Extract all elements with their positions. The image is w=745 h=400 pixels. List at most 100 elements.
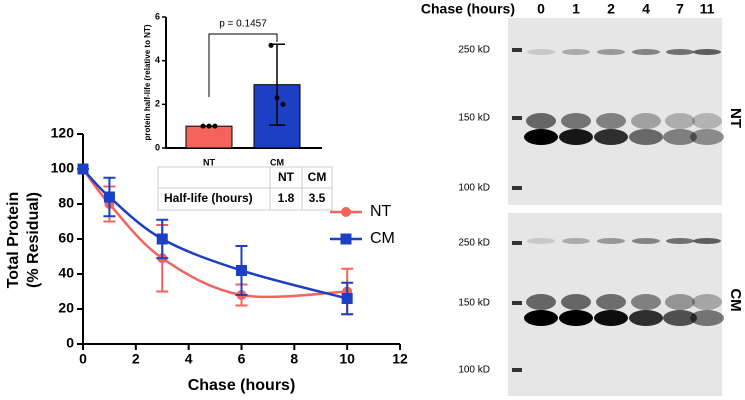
- significance-bracket: [208, 33, 278, 97]
- high-band: [632, 49, 660, 55]
- marker-label: 100 kD: [458, 365, 490, 376]
- protein-band: [594, 129, 628, 145]
- y-tick-label: 4: [155, 55, 160, 65]
- fit-curve: [82, 168, 348, 300]
- ladder-band: [512, 48, 522, 52]
- protein-band: [559, 129, 593, 145]
- lane-label: 11: [700, 1, 715, 17]
- ladder-band: [512, 116, 522, 120]
- marker-label: 250 kD: [458, 45, 490, 56]
- y-tick-label: 0: [66, 335, 74, 351]
- table-cell: 3.5: [309, 191, 326, 205]
- protein-band: [559, 310, 593, 326]
- y-tick-label: 60: [58, 230, 74, 246]
- high-band: [562, 238, 590, 244]
- high-band: [693, 49, 721, 55]
- protein-band: [629, 129, 663, 145]
- table-header: CM: [308, 170, 327, 184]
- legend-label: NT: [370, 203, 392, 220]
- y-tick-label: 6: [155, 11, 160, 21]
- protein-band: [526, 113, 556, 129]
- y-tick-label: 0: [155, 142, 160, 152]
- protein-band: [596, 113, 626, 129]
- blot-panel: [508, 18, 722, 205]
- y-tick-label: 100: [51, 160, 75, 176]
- legend-marker: [340, 233, 352, 245]
- x-tick-label: NT: [203, 157, 215, 167]
- protein-band: [690, 310, 724, 326]
- protein-band: [561, 113, 591, 129]
- y-tick-label: 40: [58, 265, 74, 281]
- data-point: [103, 191, 115, 203]
- table-row-label: Half-life (hours): [164, 191, 253, 205]
- protein-band: [596, 294, 626, 310]
- high-band: [527, 238, 555, 244]
- x-axis-label: Chase (hours): [188, 377, 296, 394]
- y-axis-label: (% Residual): [25, 192, 42, 288]
- protein-band: [692, 294, 722, 310]
- protein-band: [631, 294, 661, 310]
- data-point: [236, 265, 247, 276]
- data-point: [280, 101, 286, 107]
- x-tick-label: 10: [339, 351, 355, 367]
- legend-marker: [341, 207, 351, 217]
- x-tick-label: 6: [238, 351, 246, 367]
- protein-band: [663, 310, 697, 326]
- protein-band: [561, 294, 591, 310]
- marker-label: 150 kD: [458, 113, 490, 124]
- high-band: [597, 238, 625, 244]
- protein-band: [690, 129, 724, 145]
- y-tick-label: 20: [58, 300, 74, 316]
- x-tick-label: 4: [185, 351, 193, 367]
- protein-band: [692, 113, 722, 129]
- ladder-band: [512, 186, 522, 190]
- x-tick-label: 8: [290, 351, 298, 367]
- data-point: [206, 123, 212, 129]
- data-point: [274, 95, 280, 101]
- high-band: [666, 238, 694, 244]
- high-band: [632, 238, 660, 244]
- panel-label: CM: [727, 288, 744, 311]
- lane-label: 7: [676, 1, 684, 17]
- y-tick-label: 2: [155, 99, 160, 109]
- protein-band: [524, 129, 558, 145]
- data-point: [156, 233, 168, 245]
- legend-label: CM: [370, 230, 395, 247]
- data-point: [268, 42, 274, 48]
- x-tick-label: CM: [270, 157, 284, 167]
- blot-header: Chase (hours): [421, 1, 515, 17]
- ladder-band: [512, 368, 522, 372]
- protein-band: [665, 113, 695, 129]
- data-point: [77, 163, 89, 175]
- y-axis-label: protein half-life (relative to NT): [143, 24, 152, 140]
- high-band: [562, 49, 590, 55]
- lane-label: 2: [607, 1, 615, 17]
- fit-curve: [82, 168, 348, 299]
- protein-band: [526, 294, 556, 310]
- x-tick-label: 2: [132, 351, 140, 367]
- y-axis-label: Total Protein: [5, 192, 22, 289]
- high-band: [597, 49, 625, 55]
- x-tick-label: 12: [392, 351, 408, 367]
- protein-band: [631, 113, 661, 129]
- y-tick-label: 120: [51, 125, 75, 141]
- protein-band: [594, 310, 628, 326]
- high-band: [666, 49, 694, 55]
- protein-band: [663, 129, 697, 145]
- bar: [185, 125, 233, 149]
- ladder-band: [512, 301, 522, 305]
- protein-band: [629, 310, 663, 326]
- marker-label: 150 kD: [458, 298, 490, 309]
- table-cell: 1.8: [278, 191, 295, 205]
- ladder-band: [512, 241, 522, 245]
- data-point: [212, 123, 218, 129]
- table-header: NT: [278, 170, 295, 184]
- data-point: [200, 123, 206, 129]
- lane-label: 0: [537, 1, 545, 17]
- high-band: [527, 49, 555, 55]
- marker-label: 100 kD: [458, 183, 490, 194]
- marker-label: 250 kD: [458, 238, 490, 249]
- data-point: [341, 293, 353, 304]
- protein-band: [524, 310, 558, 326]
